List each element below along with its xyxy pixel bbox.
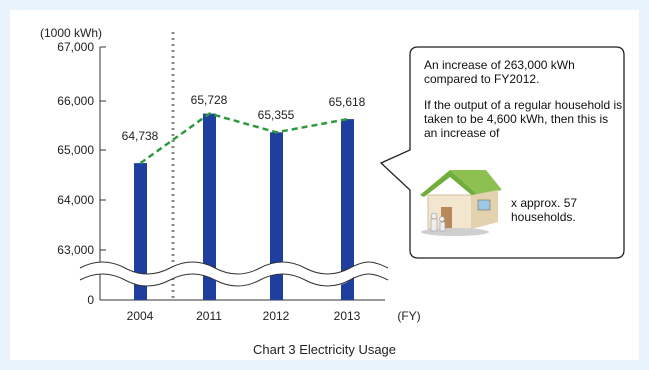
y-tick-63000: 63,000 [57,243,94,257]
y-tick-67000: 67,000 [57,40,94,54]
bar-2012 [270,132,283,301]
figure-body-right [439,221,446,232]
y-tick-0: 0 [87,293,94,307]
house-roof-side [450,170,502,195]
value-label-2004: 64,738 [122,129,159,143]
chart-caption: Chart 3 Electricity Usage [252,342,397,357]
axis-break [79,261,389,287]
house-shadow [421,228,489,236]
figure-head-left [430,212,438,220]
house-icon [420,170,502,236]
figure-body-left [430,218,438,232]
house-door [441,207,452,229]
axis-break-upper-wave [79,261,389,275]
bar-2013 [341,119,354,300]
value-label-2011: 65,728 [191,93,228,107]
x-tick-2011: 2011 [196,309,222,323]
callout-text-increase: An increase of 263,000 kWh compared to F… [424,58,575,86]
house-window [477,199,491,211]
x-tick-2012: 2012 [263,309,290,323]
y-tick-66000: 66,000 [57,94,94,108]
axis-break-lower-wave [79,273,389,287]
house-roof [420,170,478,197]
callout-text-household-output: If the output of a regular household is … [424,98,623,140]
value-label-2013: 65,618 [329,95,366,109]
bar-2011 [203,113,216,300]
x-tick-2004: 2004 [127,309,154,323]
trend-line [139,112,348,165]
y-tick-64000: 64,000 [57,193,94,207]
y-axis-unit-label: (1000 kWh) [40,26,102,40]
x-axis-unit-label: (FY) [397,309,420,323]
x-tick-2013: 2013 [334,309,361,323]
bars [134,113,354,301]
y-tick-65000: 65,000 [57,143,94,157]
figure-head-right [439,216,445,222]
callout-text: An increase of 263,000 kWh compared to F… [424,58,624,224]
bar-2004 [134,163,147,300]
callout-text-households: x approx. 57 households. [511,196,578,224]
value-label-2012: 65,355 [258,108,295,122]
